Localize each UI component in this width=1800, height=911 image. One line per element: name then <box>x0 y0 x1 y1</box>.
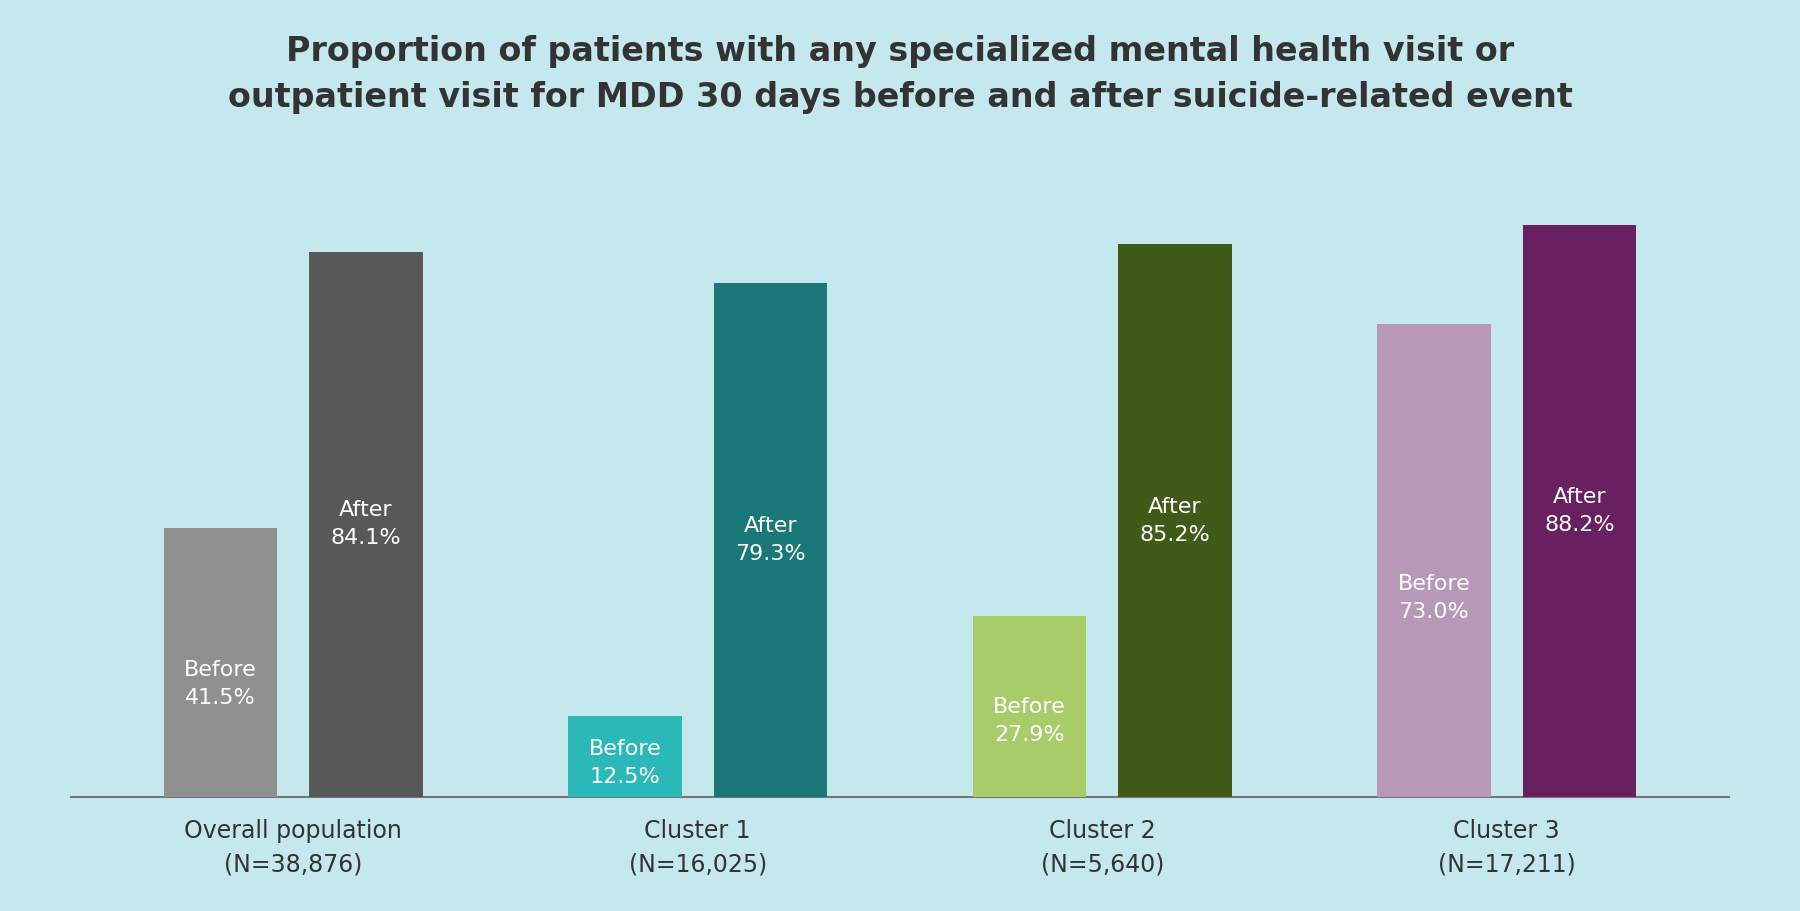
Bar <box>164 528 277 797</box>
Title: Proportion of patients with any specialized mental health visit or
outpatient vi: Proportion of patients with any speciali… <box>227 35 1573 114</box>
Text: Before
41.5%: Before 41.5% <box>184 660 257 708</box>
Bar <box>1377 323 1490 797</box>
Bar <box>310 251 423 797</box>
Text: After
84.1%: After 84.1% <box>331 500 401 548</box>
Bar <box>972 616 1085 797</box>
Text: After
88.2%: After 88.2% <box>1544 487 1615 535</box>
Text: Before
12.5%: Before 12.5% <box>589 739 661 787</box>
Bar <box>1118 244 1231 797</box>
Bar <box>569 716 682 797</box>
Bar <box>715 282 828 797</box>
Text: After
85.2%: After 85.2% <box>1139 496 1210 545</box>
Text: Before
27.9%: Before 27.9% <box>994 697 1066 745</box>
Bar <box>1523 225 1636 797</box>
Text: Before
73.0%: Before 73.0% <box>1397 574 1471 622</box>
Text: After
79.3%: After 79.3% <box>734 516 806 564</box>
